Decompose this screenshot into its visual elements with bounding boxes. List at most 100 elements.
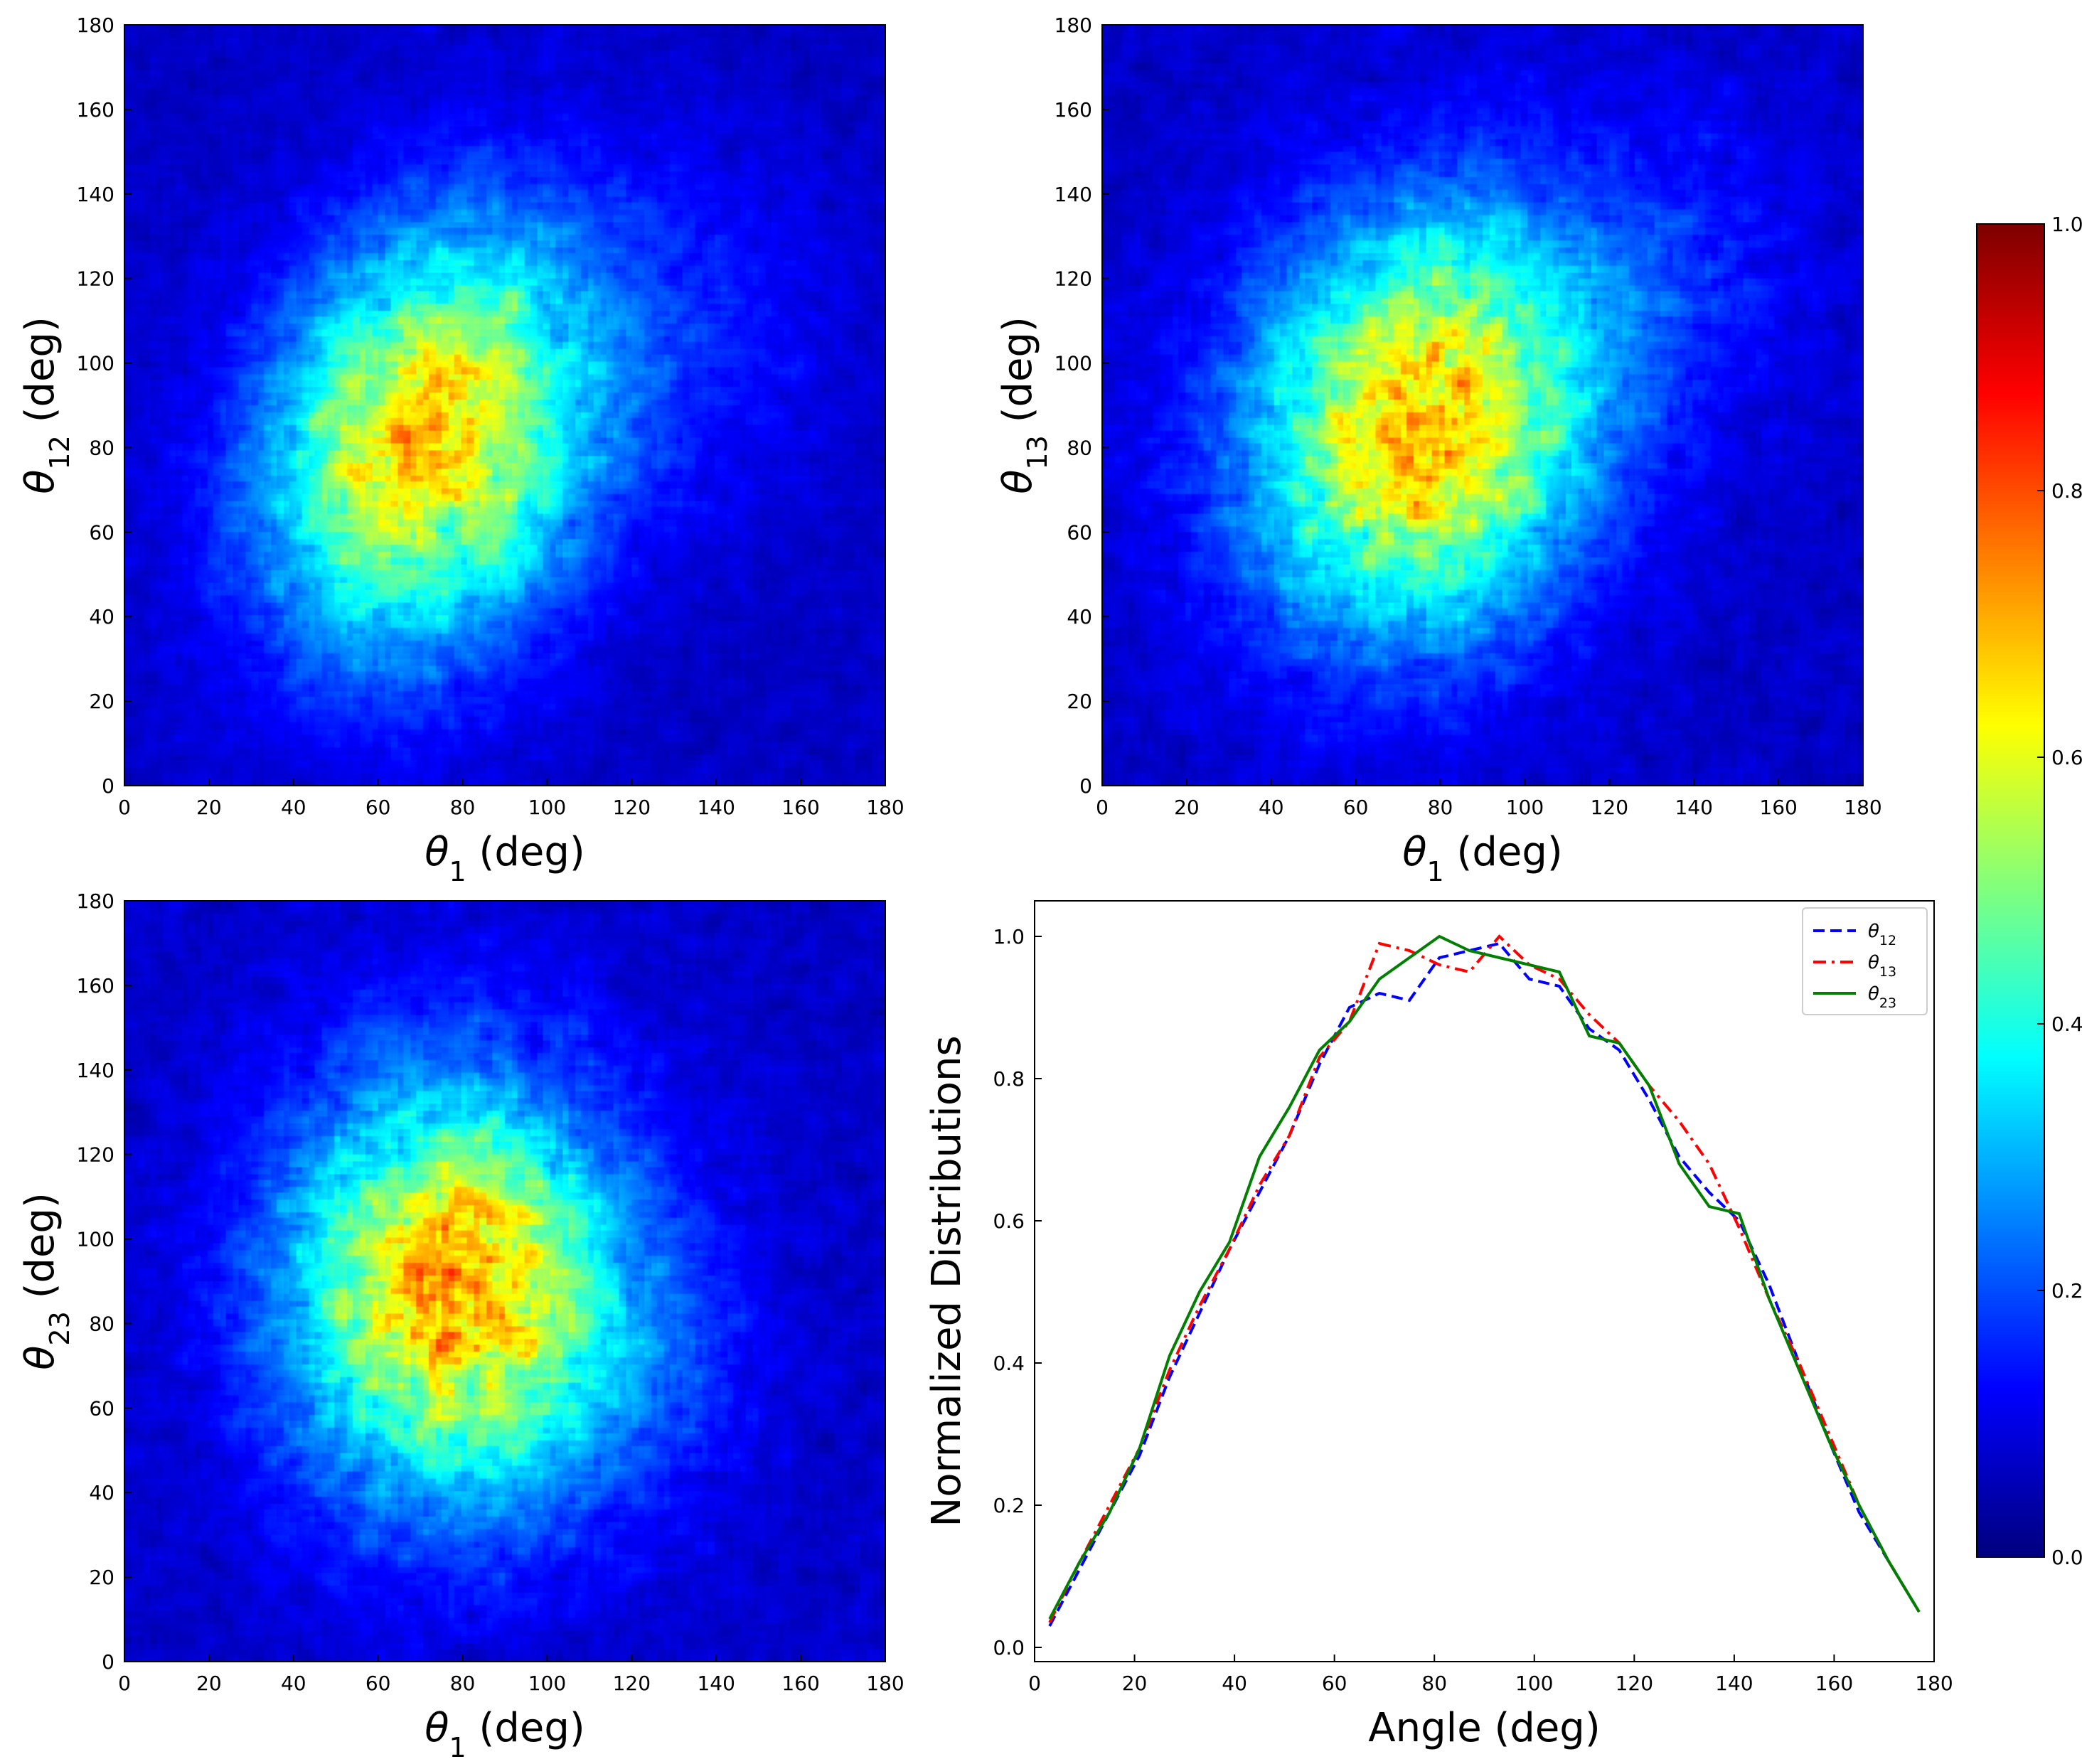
theta13-x-tick-label: 180 (1844, 796, 1881, 819)
theta12-y-tick-label: 80 (89, 436, 114, 459)
theta13-y-axis-label-subscript: 13 (1022, 435, 1053, 469)
theta12-y-tick-label: 100 (77, 352, 114, 375)
theta12-y-tick-label: 0 (102, 774, 114, 798)
theta12-y-tick-label: 160 (77, 98, 114, 122)
theta13-y-axis-label: θ13 (deg) (995, 316, 1053, 494)
line-x-tick-label: 100 (1515, 1672, 1553, 1695)
theta12-x-tick-label: 40 (281, 796, 306, 819)
theta23-y-tick-label: 40 (89, 1481, 114, 1504)
theta13-x-axis-label-symbol: θ (1402, 829, 1426, 875)
legend-box (1802, 907, 1928, 1015)
line-y-tick-label: 0.8 (993, 1067, 1025, 1091)
theta23-y-tick-label: 0 (102, 1650, 114, 1674)
heatmap-theta12-panel: 0 20 40 60 80 100 120 140 160 180 0 20 40 60 80 100 120 1… (0, 0, 910, 887)
theta23-x-tick-label: 80 (450, 1672, 476, 1695)
legend-symbol: θ (1868, 983, 1879, 1005)
heatmap-theta23-axes: 0 20 40 60 80 100 120 140 160 180 0 20 40 60 80 100 120 1… (17, 889, 904, 1763)
theta23-y-tick-label: 80 (89, 1312, 114, 1335)
theta13-y-tick-label: 100 (1055, 352, 1092, 375)
theta13-x-tick-label: 120 (1591, 796, 1628, 819)
theta23-x-axis-label-unit: (deg) (466, 1705, 585, 1751)
theta23-y-tick-label: 140 (77, 1059, 114, 1082)
theta12-y-tick-label: 60 (89, 520, 114, 544)
theta12-x-tick-label: 0 (118, 796, 131, 819)
line-y-tick-label: 0.2 (993, 1494, 1025, 1517)
theta13-x-tick-label: 160 (1759, 796, 1797, 819)
theta12-y-tick-label: 120 (77, 267, 114, 291)
heatmap-theta13-panel: 0 20 40 60 80 100 120 140 160 180 0 20 40 60 80 100 120 1… (981, 0, 1891, 887)
legend-label-theta23: θ23 (1868, 983, 1896, 1011)
theta23-x-tick-label: 100 (528, 1672, 566, 1695)
theta12-x-tick-label: 120 (613, 796, 651, 819)
theta12-y-axis-label: θ12 (deg) (17, 316, 75, 494)
theta23-y-tick-label: 160 (77, 974, 114, 998)
colorbar-axis: 0.0 0.2 0.4 0.6 0.8 1.0 (1976, 213, 2082, 1569)
heatmap-theta13-axes: 0 20 40 60 80 100 120 140 160 180 0 20 40 60 80 100 120 1… (995, 14, 1882, 887)
theta12-plot-frame (124, 24, 886, 786)
colorbar-tick-label: 1.0 (2051, 213, 2082, 236)
line-y-tick-label: 1.0 (993, 925, 1025, 948)
line-plot-frame (1034, 900, 1935, 1662)
theta13-x-tick-label: 80 (1428, 796, 1453, 819)
theta12-x-tick-label: 140 (697, 796, 735, 819)
theta13-y-axis-label-unit: (deg) (995, 316, 1041, 435)
line-x-tick-label: 160 (1815, 1672, 1853, 1695)
line-y-tick-label: 0.0 (993, 1636, 1025, 1659)
line-x-tick-label: 140 (1715, 1672, 1753, 1695)
theta23-x-tick-label: 140 (697, 1672, 735, 1695)
theta13-x-axis-label-subscript: 1 (1427, 856, 1444, 887)
theta12-x-tick-label: 20 (196, 796, 222, 819)
colorbar-tick-label: 0.6 (2051, 746, 2082, 769)
theta13-y-tick-label: 160 (1055, 98, 1092, 122)
colorbar-gradient (1977, 224, 2044, 1557)
theta23-y-axis-label-subscript: 23 (44, 1311, 75, 1345)
line-x-axis-label: Angle (deg) (1368, 1705, 1600, 1751)
theta13-x-tick-label: 100 (1506, 796, 1544, 819)
colorbar-tick-label: 0.0 (2051, 1546, 2082, 1569)
theta12-x-axis-label-unit: (deg) (466, 829, 585, 875)
theta12-x-axis-label-symbol: θ (425, 829, 449, 875)
theta13-x-tick-label: 40 (1259, 796, 1284, 819)
theta12-x-tick-label: 60 (365, 796, 391, 819)
legend-subscript: 12 (1879, 933, 1896, 948)
line-x-tick-label: 120 (1616, 1672, 1653, 1695)
normalized-distributions-chart: 0 20 40 60 80 100 120 140 160 180 0.0 0.2 0.4 0.6 0.8 1… (924, 900, 1953, 1751)
theta12-y-axis-label-symbol: θ (17, 470, 63, 494)
colorbar-frame (1976, 223, 2045, 1558)
theta12-x-axis-label: θ1 (deg) (425, 829, 585, 887)
theta13-y-tick-label: 60 (1067, 520, 1092, 544)
theta23-y-tick-label: 100 (77, 1228, 114, 1251)
theta12-x-tick-label: 100 (528, 796, 566, 819)
line-x-tick-label: 40 (1222, 1672, 1247, 1695)
theta23-x-tick-label: 180 (866, 1672, 904, 1695)
theta23-x-tick-label: 60 (365, 1672, 391, 1695)
theta23-x-axis-label-subscript: 1 (449, 1732, 466, 1763)
theta23-x-axis-label-symbol: θ (425, 1705, 449, 1751)
theta23-x-tick-label: 160 (781, 1672, 819, 1695)
colorbar-tick-label: 0.4 (2051, 1012, 2082, 1036)
theta23-y-tick-label: 20 (89, 1566, 114, 1589)
theta12-y-tick-label: 20 (89, 690, 114, 713)
theta12-x-axis-label-subscript: 1 (449, 856, 466, 887)
theta13-x-axis-label: θ1 (deg) (1402, 829, 1563, 887)
line-y-tick-label: 0.4 (993, 1352, 1025, 1375)
theta13-x-tick-label: 60 (1343, 796, 1369, 819)
legend-label-theta12: θ12 (1868, 921, 1896, 948)
theta13-y-tick-label: 120 (1055, 267, 1092, 291)
theta13-y-tick-label: 80 (1067, 436, 1092, 459)
legend-label-theta13: θ13 (1868, 952, 1896, 980)
line-x-tick-label: 80 (1421, 1672, 1447, 1695)
line-x-tick-label: 0 (1028, 1672, 1041, 1695)
colorbar-panel: 0.0 0.2 0.4 0.6 0.8 1.0 (1963, 0, 2082, 1764)
theta13-x-tick-label: 20 (1174, 796, 1200, 819)
theta12-y-tick-label: 180 (77, 14, 114, 37)
legend-subscript: 13 (1879, 964, 1896, 980)
theta23-x-tick-label: 20 (196, 1672, 222, 1695)
colorbar-tick-label: 0.8 (2051, 479, 2082, 503)
theta12-x-tick-label: 160 (781, 796, 819, 819)
heatmap-theta12-axes: 0 20 40 60 80 100 120 140 160 180 0 20 40 60 80 100 120 1… (17, 14, 904, 887)
line-x-tick-label: 20 (1122, 1672, 1148, 1695)
theta23-y-axis-label-unit: (deg) (17, 1192, 63, 1311)
colorbar-tick-label: 0.2 (2051, 1279, 2082, 1303)
